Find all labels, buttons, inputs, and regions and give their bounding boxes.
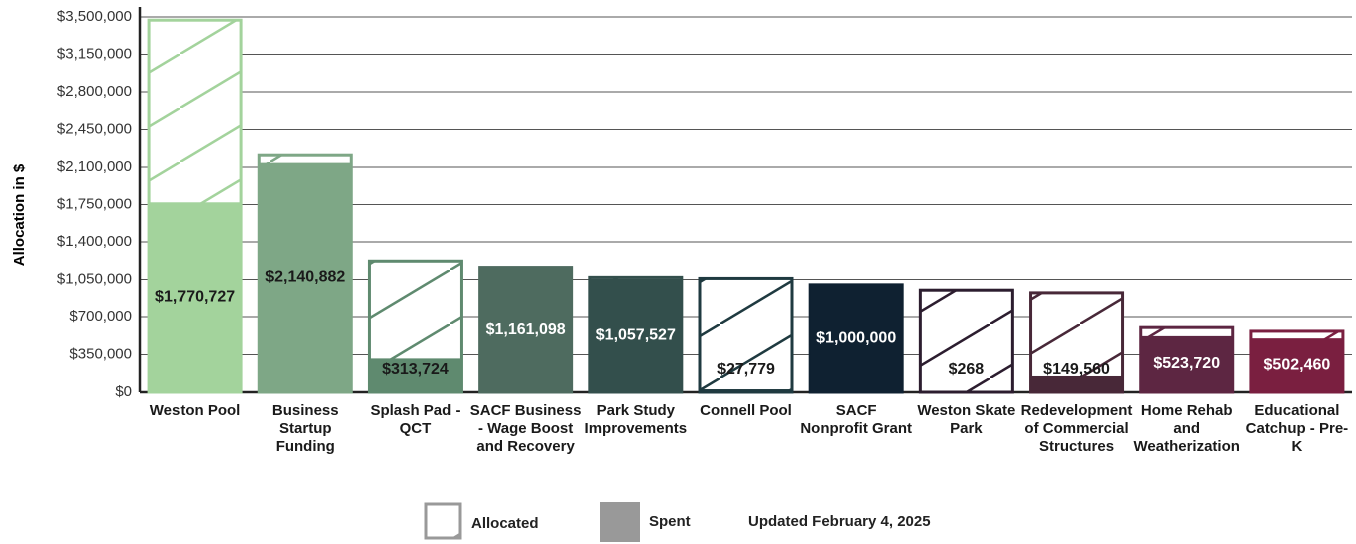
value-label: $27,779: [717, 361, 775, 378]
y-tick-label: $1,750,000: [57, 195, 132, 212]
x-tick-label: Connell Pool: [700, 402, 792, 419]
y-tick-label: $1,050,000: [57, 270, 132, 287]
x-tick-label: Business Startup Funding: [271, 402, 339, 455]
value-label: $149,560: [1043, 361, 1110, 378]
value-label: $523,720: [1153, 355, 1220, 372]
allocated-bar: [1029, 291, 1125, 394]
note: Updated February 4, 2025: [748, 513, 931, 530]
x-tick-label: Weston Pool: [149, 402, 241, 419]
y-axis-label: Allocation in $: [11, 163, 28, 266]
allocated-bar: [698, 276, 794, 394]
y-tick-label: $1,400,000: [57, 233, 132, 250]
y-tick-label: $350,000: [69, 345, 132, 362]
value-label: $268: [949, 361, 985, 378]
x-tick-label: Park Study Improvements: [584, 402, 688, 437]
x-tick-label: Weston Skate Park: [917, 402, 1016, 437]
y-tick-label: $3,150,000: [57, 45, 132, 62]
y-tick-label: $700,000: [69, 308, 132, 325]
legend-swatch: [424, 502, 462, 540]
x-tick-label: Home Rehab and Weatherization: [1133, 402, 1240, 455]
y-tick-label: $2,450,000: [57, 120, 132, 137]
spent-bar: [589, 278, 682, 392]
value-label: $1,057,527: [596, 327, 676, 344]
legend-swatch: [600, 502, 640, 542]
y-tick-label: $2,100,000: [57, 158, 132, 175]
x-tick-label: SACF Business - Wage Boost and Recovery: [469, 402, 582, 455]
legend-label: Allocated: [471, 515, 539, 532]
value-label: $1,161,098: [486, 321, 566, 338]
spent-bar: [1140, 335, 1233, 392]
value-label: $502,460: [1264, 356, 1331, 373]
allocated-bar: [918, 288, 1014, 394]
value-label: $313,724: [382, 361, 449, 378]
spent-bar: [810, 284, 903, 392]
value-label: $1,000,000: [816, 330, 896, 347]
y-tick-label: $0: [115, 383, 132, 400]
spent-bar: [369, 358, 462, 392]
spent-bar: [259, 162, 352, 392]
spent-bar: [1030, 375, 1123, 392]
value-label: $1,770,727: [155, 288, 235, 305]
spent-bar: [479, 267, 572, 392]
y-tick-label: $3,500,000: [57, 8, 132, 25]
spent-bar: [700, 389, 792, 392]
y-tick-label: $2,800,000: [57, 83, 132, 100]
x-tick-label: Educational Catchup - Pre-K: [1245, 402, 1349, 455]
x-tick-label: SACF Nonprofit Grant: [800, 402, 912, 437]
x-tick-label: Splash Pad - QCT: [370, 402, 461, 437]
spent-bar: [1250, 338, 1343, 392]
x-tick-label: Redevelopment of Commercial Structures: [1020, 402, 1133, 455]
legend-label: Spent: [649, 513, 691, 530]
value-label: $2,140,882: [265, 269, 345, 286]
spent-bar: [149, 202, 242, 392]
